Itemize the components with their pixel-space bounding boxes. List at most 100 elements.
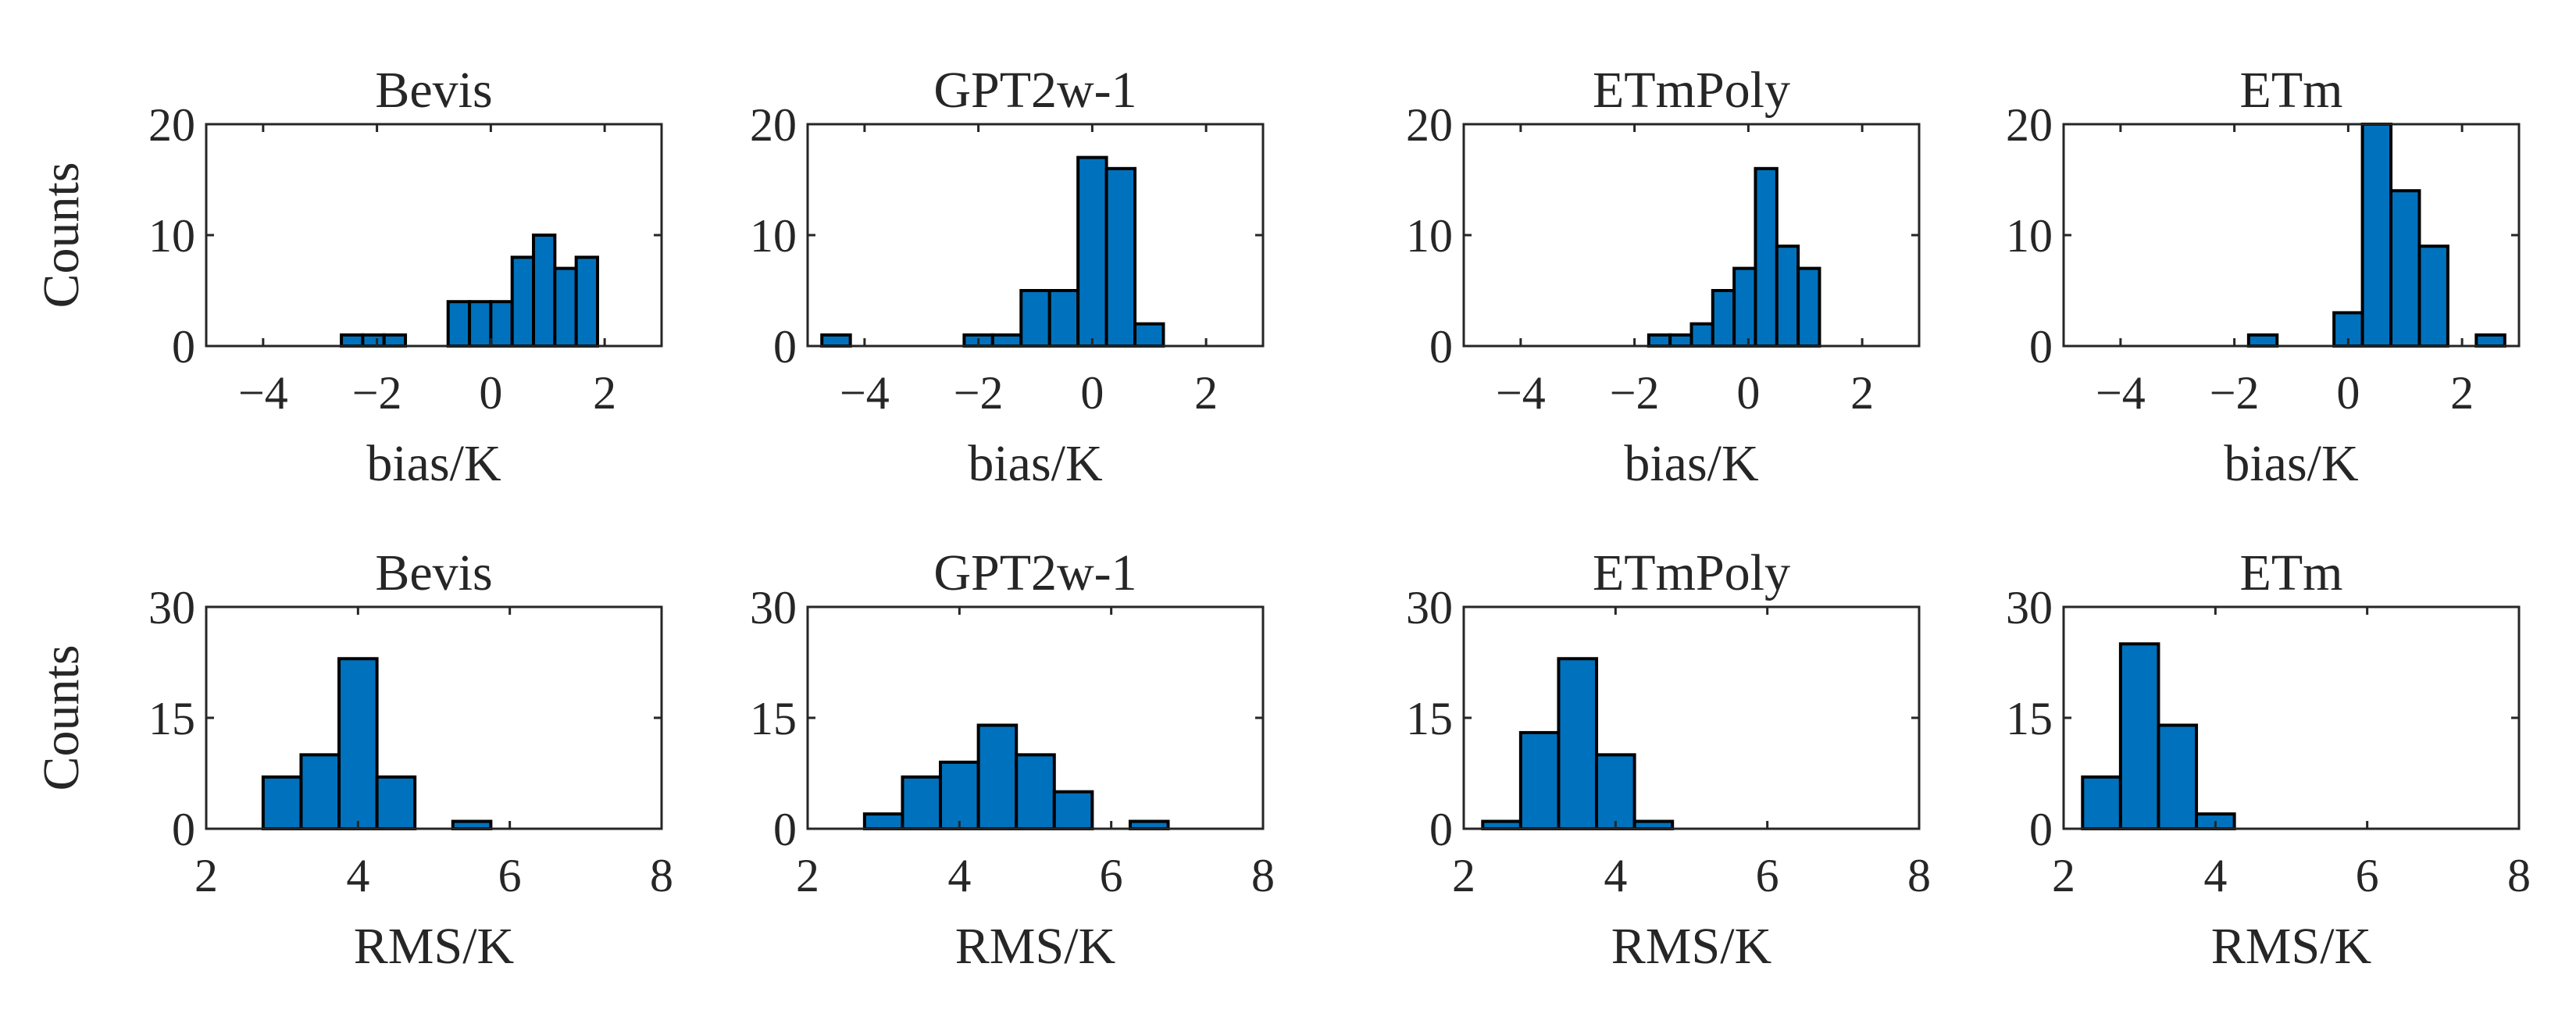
histogram-bar (1015, 753, 1056, 830)
y-tick-label: 30 (1406, 582, 1453, 633)
histogram-bar (1775, 244, 1800, 348)
histogram-panel-5: 2 4 6 8 0 15 30 Bevis RMS/K Counts (33, 544, 673, 975)
histogram-bar (2118, 642, 2160, 830)
y-tick-label: 30 (148, 582, 195, 633)
x-axis-label: bias/K (1624, 435, 1758, 492)
histogram-bar (337, 657, 379, 830)
y-tick-label: 0 (172, 321, 195, 373)
histogram-bar (2360, 123, 2393, 348)
histogram-bar (1019, 289, 1051, 348)
y-tick-label: 20 (1406, 99, 1453, 151)
y-tick-label: 20 (750, 99, 797, 151)
y-tick-label: 20 (148, 99, 195, 151)
histogram-bar (261, 775, 303, 831)
y-tick-label: 0 (773, 804, 797, 855)
histogram-bar (862, 812, 904, 830)
x-tick-label: 8 (1251, 850, 1275, 901)
panel-title: ETm (2240, 544, 2343, 601)
y-tick-label: 0 (1429, 321, 1453, 373)
x-tick-label: 2 (2052, 850, 2075, 901)
panel-title: GPT2w-1 (933, 544, 1136, 601)
histogram-bar (446, 300, 472, 348)
histogram-bar (340, 333, 365, 348)
x-tick-label: 6 (2356, 850, 2379, 901)
histogram-bar (901, 775, 943, 831)
x-tick-label: 2 (194, 850, 218, 901)
x-tick-label: 4 (346, 850, 369, 901)
x-tick-label: 2 (1194, 367, 1218, 419)
x-tick-label: 2 (2450, 367, 2474, 419)
histogram-bar (1689, 322, 1714, 348)
histogram-bar (1133, 322, 1165, 348)
y-tick-label: 10 (148, 210, 195, 262)
histogram-bar (939, 760, 980, 830)
histogram-bar (299, 753, 341, 830)
panel-title: GPT2w-1 (933, 62, 1136, 119)
x-axis-label: RMS/K (955, 918, 1115, 975)
histogram-bar (2417, 244, 2449, 348)
histogram-bar (532, 234, 557, 348)
histogram-bar (510, 255, 536, 348)
x-tick-label: 4 (1604, 850, 1627, 901)
x-tick-label: 6 (498, 850, 522, 901)
x-tick-label: 4 (2203, 850, 2227, 901)
x-tick-label: 8 (2507, 850, 2531, 901)
histogram-panel-8: 2 4 6 8 0 15 30 ETm RMS/K (2006, 544, 2531, 975)
histogram-bar (820, 333, 852, 348)
histogram-bar (1518, 730, 1561, 831)
x-tick-label: 0 (1080, 367, 1104, 419)
histogram-bar (1052, 790, 1094, 831)
histogram-bar (1668, 333, 1693, 348)
y-tick-label: 20 (2006, 99, 2053, 151)
histogram-bar (990, 333, 1023, 348)
histogram-bar (2474, 333, 2506, 348)
x-tick-label: −4 (1496, 367, 1546, 419)
panel-title: ETmPoly (1593, 544, 1790, 601)
histogram-bar (1647, 333, 1672, 348)
x-axis-label: bias/K (2224, 435, 2358, 492)
x-tick-label: −2 (352, 367, 402, 419)
histogram-bar (1047, 289, 1080, 348)
histogram-bar (1732, 266, 1757, 348)
x-tick-label: −2 (2210, 367, 2260, 419)
panel-title: ETmPoly (1593, 62, 1790, 119)
histogram-bar (1595, 753, 1636, 830)
x-tick-label: 2 (1452, 850, 1475, 901)
x-tick-label: 0 (1736, 367, 1760, 419)
y-tick-label: 15 (750, 693, 797, 744)
y-tick-label: 10 (1406, 210, 1453, 262)
x-tick-label: 2 (796, 850, 819, 901)
x-axis-label: RMS/K (354, 918, 514, 975)
x-tick-label: 6 (1756, 850, 1779, 901)
x-axis-label: RMS/K (2211, 918, 2371, 975)
x-tick-label: 8 (1907, 850, 1931, 901)
x-tick-label: −4 (840, 367, 890, 419)
x-tick-label: 8 (650, 850, 673, 901)
y-tick-label: 10 (750, 210, 797, 262)
x-tick-label: 0 (2336, 367, 2360, 419)
histogram-bar (1711, 289, 1736, 348)
y-tick-label: 15 (148, 693, 195, 744)
histogram-bar (382, 333, 408, 348)
panel-title: ETm (2240, 62, 2343, 119)
panel-title: Bevis (375, 544, 492, 601)
y-tick-label: 0 (2029, 321, 2053, 373)
y-tick-label: 0 (172, 804, 195, 855)
histogram-bar (1076, 155, 1108, 348)
x-tick-label: 4 (947, 850, 971, 901)
histogram-bar (1754, 166, 1779, 348)
y-tick-label: 30 (2006, 582, 2053, 633)
x-tick-label: 0 (479, 367, 502, 419)
x-tick-label: 6 (1100, 850, 1123, 901)
histogram-bar (375, 775, 417, 831)
panel-title: Bevis (375, 62, 492, 119)
x-axis-label: RMS/K (1611, 918, 1771, 975)
histogram-bar (574, 255, 600, 348)
x-tick-label: −4 (238, 367, 288, 419)
